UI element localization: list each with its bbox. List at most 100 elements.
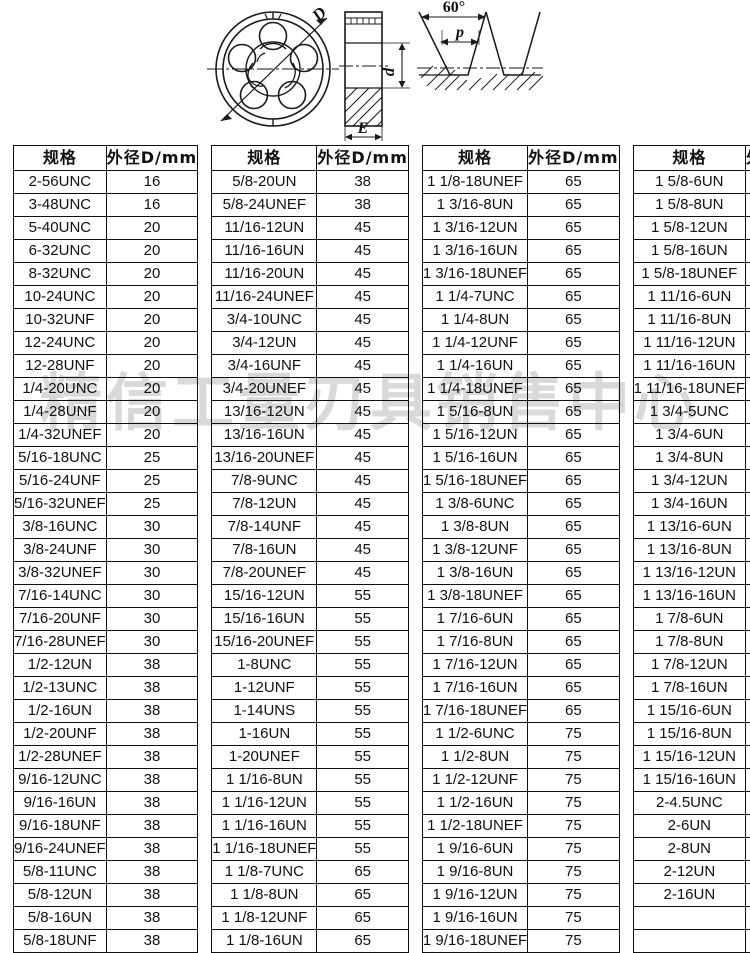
e-ext-lines [344,126,383,141]
label-outer-diameter: D [307,3,330,26]
cell-spec: 1 1/16-18UNEF [211,837,318,861]
cell-spec [632,929,747,953]
cell-spec: 1 1/4-7UNC [421,285,529,309]
table-row: 5/8-12UN 38 [13,883,199,907]
cell-spec: 13/16-12UN [211,400,318,424]
cell-spec: 11/16-16UN [211,239,318,263]
table-row: 7/8-12UN 45 [211,492,409,516]
table-row: 1 1/8-12UNF 65 [211,906,409,930]
table-row: 1 1/4-7UNC 65 [421,285,620,309]
cell-diameter: 45 [316,331,409,355]
table-row: 11/16-24UNEF 45 [211,285,409,309]
cell-spec: 1-16UN [211,722,318,746]
table-row: 10-32UNF 20 [13,308,199,332]
cell-diameter: 55 [316,837,409,861]
d-arrow-head-1 [316,18,327,25]
cell-diameter: 45 [316,423,409,447]
table-row: 1 3/8-12UNF 65 [421,538,620,562]
table-row: 1 9/16-18UNEF 75 [421,929,620,953]
table-row: 3/4-20UNEF 45 [211,377,409,401]
cell-diameter: 65 [527,607,620,631]
cell-diameter: 38 [105,745,199,769]
cell-diameter: 65 [527,216,620,240]
cell-diameter: 90 [745,837,750,861]
cell-diameter: 65 [527,354,620,378]
cell-spec: 1 7/16-8UN [421,630,529,654]
cell-spec: 3-48UNC [13,193,107,217]
cell-spec: 1/2-28UNEF [13,745,107,769]
cell-spec: 1 1/8-16UN [211,929,318,953]
table-row: 1 15/16-12UN90 [632,745,750,769]
cell-diameter: 65 [527,630,620,654]
table-row: 1 15/16-16UN90 [632,768,750,792]
cell-diameter: 65 [527,446,620,470]
cell-diameter: 65 [527,676,620,700]
table-row: 1 9/16-6UN 75 [421,837,620,861]
cell-diameter: 65 [527,561,620,585]
cell-spec: 12-28UNF [13,354,107,378]
cell-diameter: 75 [745,331,750,355]
cell-diameter: 65 [527,653,620,677]
table-row: 11/16-16UN 45 [211,239,409,263]
column-header-diameter: 外径D/mm [105,145,199,171]
cell-diameter: 65 [316,929,409,953]
table-row: 1 1/2-8UN 75 [421,745,620,769]
table-row: 1 1/8-16UN 65 [211,929,409,953]
table-row: 1/4-20UNC 20 [13,377,199,401]
cell-diameter: 65 [316,906,409,930]
cell-spec: 1 3/16-8UN [421,193,529,217]
cell-spec: 11/16-12UN [211,216,318,240]
cell-spec: 1 15/16-16UN [632,768,747,792]
table-row: 5/16-32UNEF 25 [13,492,199,516]
table-row: 1 1/2-18UNEF 75 [421,814,620,838]
cell-diameter: 20 [105,331,199,355]
cell-diameter: 65 [527,377,620,401]
cell-diameter: 75 [527,837,620,861]
cell-diameter: 30 [105,515,199,539]
cell-spec: 7/8-12UN [211,492,318,516]
cell-spec: 15/16-20UNEF [211,630,318,654]
cell-diameter: 90 [745,676,750,700]
cell-diameter: 20 [105,216,199,240]
cell-diameter [745,929,750,953]
cell-diameter: 75 [527,906,620,930]
cell-spec: 10-32UNF [13,308,107,332]
table-row: 1 7/8-16UN90 [632,676,750,700]
table-row: 3/4-16UNF 45 [211,354,409,378]
table-row: 1 1/16-16UN 55 [211,814,409,838]
cell-spec: 3/4-16UNF [211,354,318,378]
cell-diameter: 55 [316,630,409,654]
cell-spec: 1 11/16-18UNEF [632,377,747,401]
table-row: 9/16-12UNC 38 [13,768,199,792]
cell-diameter: 45 [316,515,409,539]
cell-spec: 1/2-20UNF [13,722,107,746]
cell-spec: 1 7/8-12UN [632,653,747,677]
cell-diameter: 65 [527,492,620,516]
table-row: 1/4-28UNF 20 [13,400,199,424]
table-row: 1 13/16-6UN90 [632,515,750,539]
cell-diameter: 20 [105,354,199,378]
cell-spec: 1 7/8-6UN [632,607,747,631]
table-row: 5/8-11UNC 38 [13,860,199,884]
table-row: 1 1/4-16UN 65 [421,354,620,378]
cell-spec: 1 5/8-8UN [632,193,747,217]
cell-diameter: 55 [316,745,409,769]
cell-diameter: 45 [316,377,409,401]
cell-diameter: 65 [527,515,620,539]
table-row: 1 1/16-12UN 55 [211,791,409,815]
cell-spec: 1 1/8-7UNC [211,860,318,884]
cell-spec: 5/8-24UNEF [211,193,318,217]
table-row: 1 1/16-8UN 55 [211,768,409,792]
cell-diameter: 38 [105,814,199,838]
cell-diameter: 45 [316,285,409,309]
cell-spec: 13/16-16UN [211,423,318,447]
table-row: 1 1/2-16UN 75 [421,791,620,815]
cell-diameter: 90 [745,538,750,562]
cell-diameter: 45 [316,216,409,240]
cell-diameter: 55 [316,768,409,792]
table-row: 1 7/16-16UN 65 [421,676,620,700]
cell-spec: 1/4-20UNC [13,377,107,401]
table-row: 1 1/16-18UNEF 55 [211,837,409,861]
flute-hole-4 [239,80,269,110]
